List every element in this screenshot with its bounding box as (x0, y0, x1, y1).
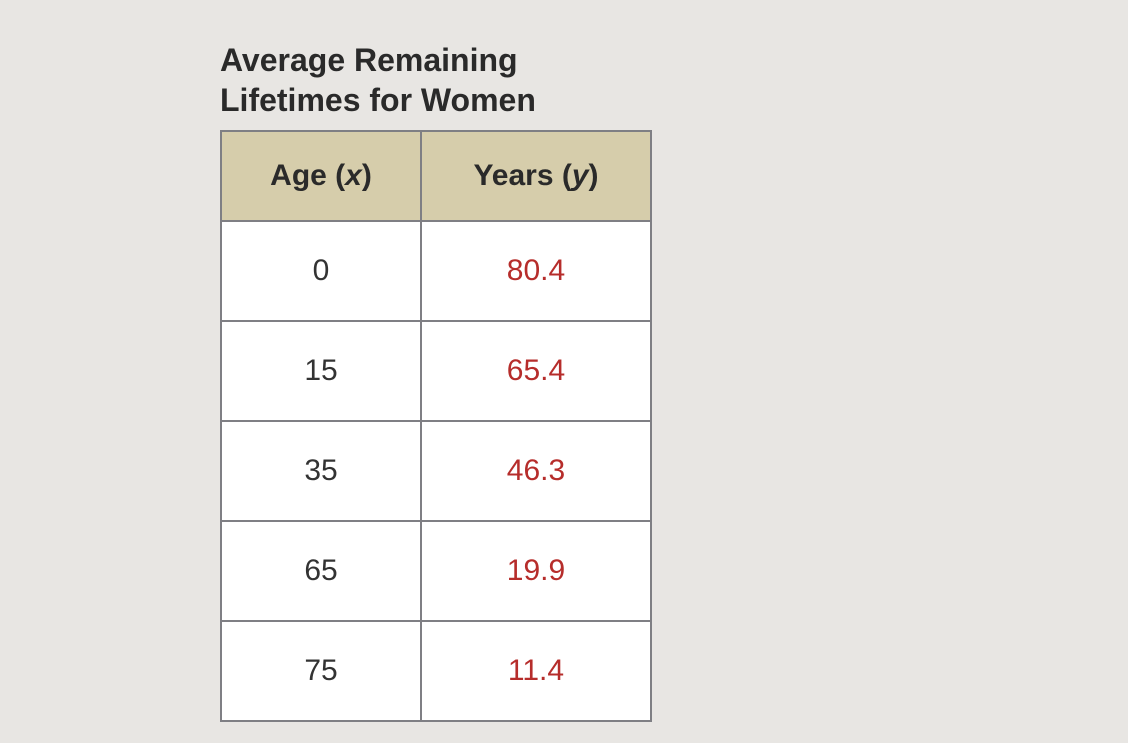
years-cell: 19.9 (421, 521, 651, 621)
table-row: 35 46.3 (221, 421, 651, 521)
table-row: 75 11.4 (221, 621, 651, 721)
table-header-row: Age (x) Years (y) (221, 131, 651, 221)
table-row: 65 19.9 (221, 521, 651, 621)
table-title: Average Remaining Lifetimes for Women (220, 40, 1128, 120)
age-cell: 35 (221, 421, 421, 521)
lifetimes-table: Age (x) Years (y) 0 80.4 15 65.4 35 46.3… (220, 130, 652, 722)
years-cell: 65.4 (421, 321, 651, 421)
col-header-age: Age (x) (221, 131, 421, 221)
years-cell: 11.4 (421, 621, 651, 721)
age-cell: 65 (221, 521, 421, 621)
title-line-2: Lifetimes for Women (220, 82, 536, 118)
table-body: 0 80.4 15 65.4 35 46.3 65 19.9 75 11.4 (221, 221, 651, 721)
table-row: 0 80.4 (221, 221, 651, 321)
years-cell: 80.4 (421, 221, 651, 321)
col-header-years: Years (y) (421, 131, 651, 221)
title-line-1: Average Remaining (220, 42, 518, 78)
age-cell: 15 (221, 321, 421, 421)
age-cell: 75 (221, 621, 421, 721)
age-cell: 0 (221, 221, 421, 321)
table-row: 15 65.4 (221, 321, 651, 421)
years-cell: 46.3 (421, 421, 651, 521)
